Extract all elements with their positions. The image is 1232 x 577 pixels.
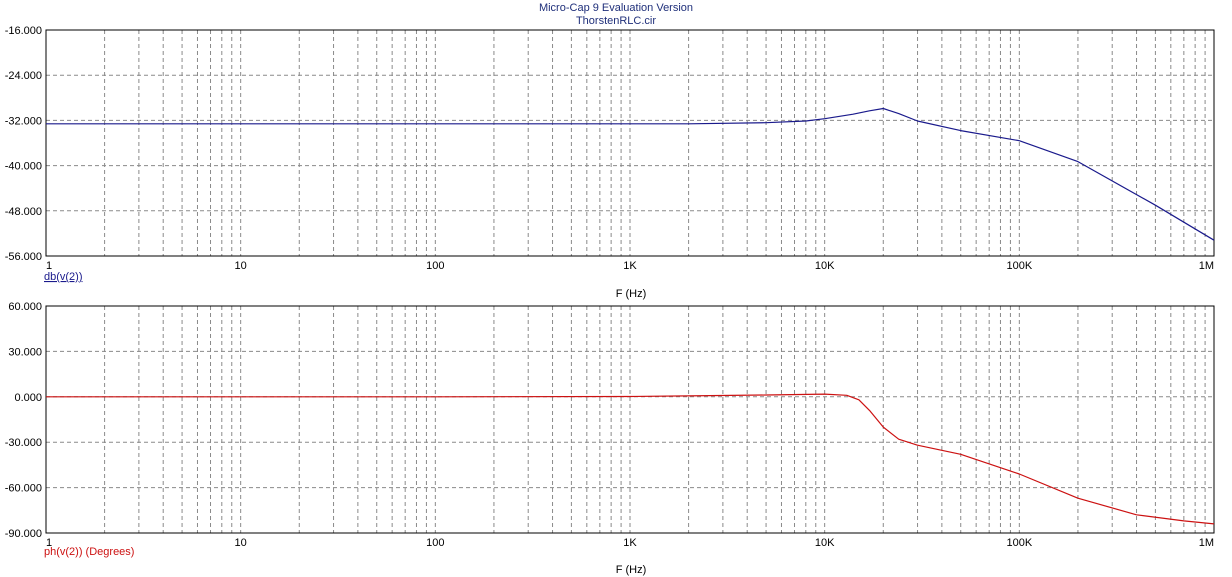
x-tick-label: 100K xyxy=(1006,260,1032,272)
data-series-line xyxy=(46,393,1215,525)
y-axis-label: db(v(2)) xyxy=(44,271,83,283)
x-tick-label: 10K xyxy=(815,260,835,272)
y-tick-label: -16.000 xyxy=(5,25,42,37)
x-tick-label: 1K xyxy=(623,537,637,549)
x-tick-label: 100K xyxy=(1006,537,1032,549)
x-tick-label: 10K xyxy=(815,537,835,549)
y-tick-label: 30.000 xyxy=(8,346,42,358)
plot-frame xyxy=(45,29,1215,257)
plot-frame xyxy=(45,305,1215,534)
phase-panel: 60.000 30.000 0.000 -30.000 -60.000 -90.000 1 1… xyxy=(5,301,1215,576)
y-tick-label: -30.000 xyxy=(5,437,42,449)
x-axis-label: F (Hz) xyxy=(616,564,647,576)
y-tick-label: -48.000 xyxy=(5,206,42,218)
y-tick-label: 0.000 xyxy=(14,392,42,404)
y-tick-label: -90.000 xyxy=(5,528,42,540)
y-axis-label: ph(v(2)) (Degrees) xyxy=(44,546,134,558)
x-tick-label: 1 xyxy=(46,260,52,272)
x-axis-label: F (Hz) xyxy=(616,288,647,300)
x-tick-label: 1M xyxy=(1199,537,1214,549)
chart-subtitle: ThorstenRLC.cir xyxy=(575,15,657,27)
y-tick-label: -56.000 xyxy=(5,251,42,263)
chart-title: Micro-Cap 9 Evaluation Version xyxy=(538,2,694,14)
x-tick-label: 100 xyxy=(426,260,444,272)
magnitude-panel: -16.000 -24.000 -32.000 -40.000 -48.000 -56.0… xyxy=(5,25,1215,300)
x-tick-label: 1 xyxy=(46,537,52,549)
y-tick-label: -60.000 xyxy=(5,483,42,495)
y-tick-label: -32.000 xyxy=(5,115,42,127)
x-tick-label: 10 xyxy=(235,537,247,549)
x-tick-label: 1K xyxy=(623,260,637,272)
y-tick-label: -40.000 xyxy=(5,161,42,173)
x-tick-label: 100 xyxy=(426,537,444,549)
y-tick-label: 60.000 xyxy=(8,301,42,313)
x-tick-label: 1M xyxy=(1199,260,1214,272)
x-tick-label: 10 xyxy=(235,260,247,272)
y-tick-label: -24.000 xyxy=(5,70,42,82)
data-series-line xyxy=(46,107,1215,241)
